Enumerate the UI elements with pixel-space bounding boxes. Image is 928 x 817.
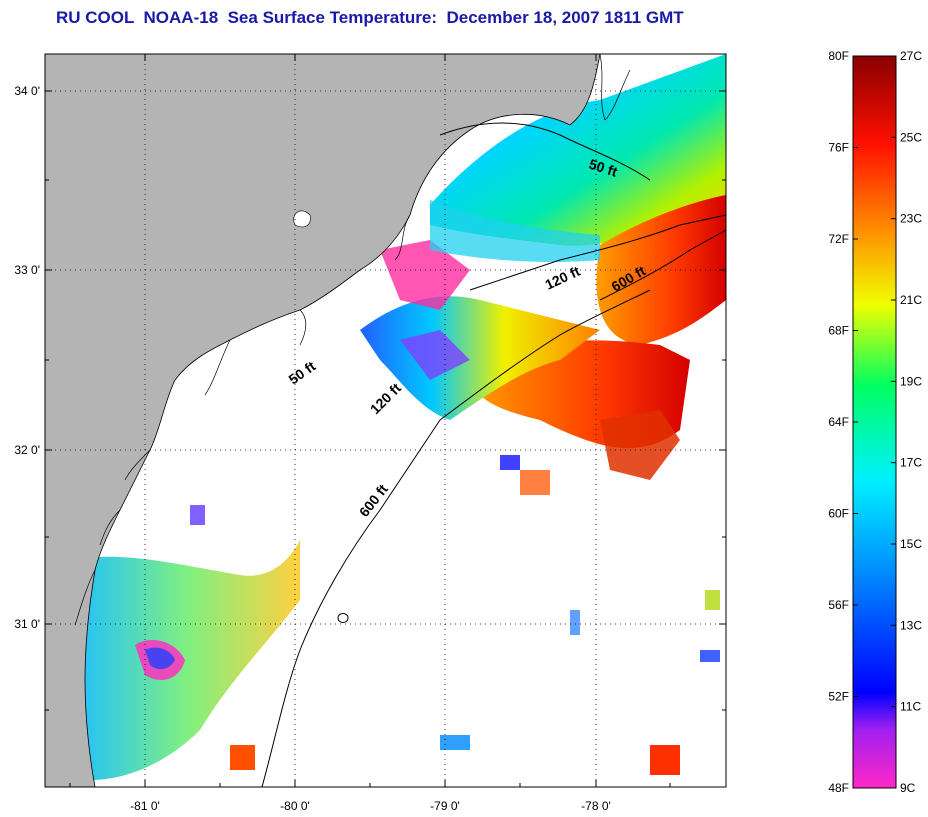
isobath-600ft-mid	[439, 289, 651, 421]
celsius-label: 23C	[900, 212, 922, 226]
lat-label-34: 34 0'	[14, 84, 40, 98]
sst-north-band	[430, 54, 726, 246]
fahrenheit-label: 72F	[828, 232, 849, 246]
sst-mid-shelf	[360, 296, 600, 420]
celsius-label: 9C	[900, 781, 916, 795]
celsius-label: 27C	[900, 49, 922, 63]
isobath-120ft-north	[469, 214, 727, 291]
color-scale-bar	[852, 55, 897, 789]
celsius-label: 13C	[900, 618, 922, 632]
map-frame	[44, 53, 727, 788]
celsius-label: 11C	[900, 700, 921, 714]
sst-south-patch	[75, 540, 300, 780]
color-scale-ticks	[853, 55, 896, 789]
sst-gulf-stream	[596, 195, 726, 345]
celsius-label: 25C	[900, 130, 922, 144]
isobath-50ft-north	[439, 122, 651, 181]
map-title: RU COOL NOAA-18 Sea Surface Temperature:…	[56, 8, 684, 27]
fahrenheit-label: 56F	[828, 598, 849, 612]
celsius-label: 17C	[900, 456, 922, 470]
sst-speck	[650, 745, 680, 775]
sst-speck	[570, 610, 580, 635]
fahrenheit-label: 76F	[828, 141, 849, 155]
fahrenheit-labels: 80F 76F 72F 68F 64F 60F 56F 52F 48F	[828, 49, 849, 795]
sst-speck	[230, 745, 255, 770]
frame-ticks	[45, 54, 726, 787]
sst-speck	[700, 650, 720, 662]
sst-speck	[440, 735, 470, 750]
sst-mid-cyan	[430, 200, 600, 262]
celsius-label: 21C	[900, 293, 922, 307]
isobath-600ft-south	[261, 419, 441, 788]
celsius-label: 19C	[900, 374, 922, 388]
coastal-fringe	[74, 54, 631, 626]
sst-south-blue	[145, 647, 175, 670]
sst-gulf-stream-tail	[600, 410, 680, 480]
fahrenheit-label: 64F	[828, 415, 849, 429]
graticule	[45, 54, 726, 787]
isobath-small-loop	[337, 613, 349, 623]
lon-label-80: -80 0'	[280, 799, 310, 813]
lat-label-31: 31 0'	[14, 617, 40, 631]
sst-speck	[520, 470, 550, 495]
fahrenheit-label: 60F	[828, 507, 849, 521]
sst-cold-streak-2	[400, 330, 470, 380]
celsius-label: 15C	[900, 537, 922, 551]
lon-label-81: -81 0'	[130, 799, 160, 813]
lon-label-78: -78 0'	[581, 799, 611, 813]
fahrenheit-label: 80F	[828, 49, 849, 63]
lat-label-32: 32 0'	[14, 443, 40, 457]
fahrenheit-label: 48F	[828, 781, 849, 795]
sst-speck	[500, 455, 520, 470]
fahrenheit-label: 68F	[828, 324, 849, 338]
fahrenheit-label: 52F	[828, 690, 849, 704]
celsius-labels: 27C 25C 23C 21C 19C 17C 15C 13C 11C 9C	[900, 49, 922, 795]
isobath-lines	[261, 122, 727, 788]
sst-cold-streak	[380, 240, 470, 310]
sst-speck	[190, 505, 205, 525]
isobath-600ft-north	[599, 229, 727, 301]
lat-label-33: 33 0'	[14, 263, 40, 277]
sst-speck	[705, 590, 720, 610]
lon-label-79: -79 0'	[430, 799, 460, 813]
